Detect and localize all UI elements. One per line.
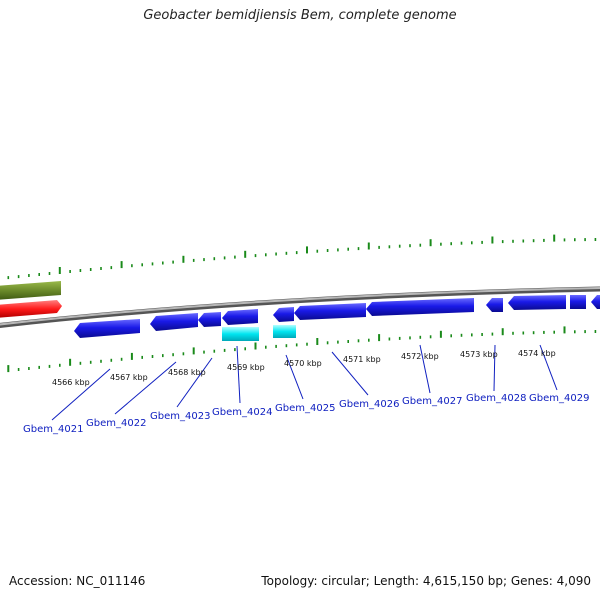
inner-tick-ring <box>7 326 597 373</box>
gene-forward-olive <box>0 281 61 300</box>
gene-label-gbem-4029: Gbem_4029 <box>529 393 589 404</box>
gene-gbem-4021 <box>74 319 140 338</box>
gene-label-gbem-4024: Gbem_4024 <box>212 407 272 418</box>
outer-tick-ring <box>7 234 597 280</box>
gene-label-gbem-4022: Gbem_4022 <box>86 418 146 429</box>
genome-title: Geobacter bemidjiensis Bem, complete gen… <box>143 8 457 23</box>
gene-gbem-4029 <box>508 295 566 310</box>
gene-gbem-4024 <box>222 309 258 325</box>
gene-gbem-4022 <box>150 313 198 331</box>
accession-label: Accession: NC_011146 <box>9 574 146 588</box>
scale-label-4568: 4568 kbp <box>168 368 206 377</box>
gene-label-gbem-4021: Gbem_4021 <box>23 424 83 435</box>
gene-label-gbem-4028: Gbem_4028 <box>466 393 526 404</box>
gene-gbem-4025 <box>273 307 294 322</box>
scale-label-4570: 4570 kbp <box>284 359 322 368</box>
scale-label-4574: 4574 kbp <box>518 349 556 358</box>
gene-gbem-4031-partial <box>591 295 600 309</box>
genome-summary-label: Topology: circular; Length: 4,615,150 bp… <box>261 574 591 588</box>
gene-gbem-4028 <box>486 298 503 312</box>
gene-gbem-4026 <box>294 303 366 320</box>
gene-label-gbem-4025: Gbem_4025 <box>275 403 335 414</box>
scale-label-4571: 4571 kbp <box>343 355 381 364</box>
label-leader-lines <box>51 344 558 421</box>
gene-gbem-4027 <box>366 298 474 316</box>
gene-gbem-4030-partial <box>570 295 586 309</box>
scale-label-4569: 4569 kbp <box>227 363 265 372</box>
gene-label-gbem-4027: Gbem_4027 <box>402 396 462 407</box>
gene-label-gbem-4026: Gbem_4026 <box>339 399 399 410</box>
scale-label-4567: 4567 kbp <box>110 373 148 382</box>
scale-label-4572: 4572 kbp <box>401 352 439 361</box>
rna-gene-left <box>222 327 259 341</box>
scale-label-4573: 4573 kbp <box>460 350 498 359</box>
gene-gbem-4023 <box>198 312 221 327</box>
genome-backbone-highlight <box>0 287 600 326</box>
genome-backbone <box>0 286 600 328</box>
scale-label-4566: 4566 kbp <box>52 378 90 387</box>
rna-gene-right <box>273 325 296 338</box>
gene-label-gbem-4023: Gbem_4023 <box>150 411 210 422</box>
gene-forward-red <box>0 300 62 318</box>
